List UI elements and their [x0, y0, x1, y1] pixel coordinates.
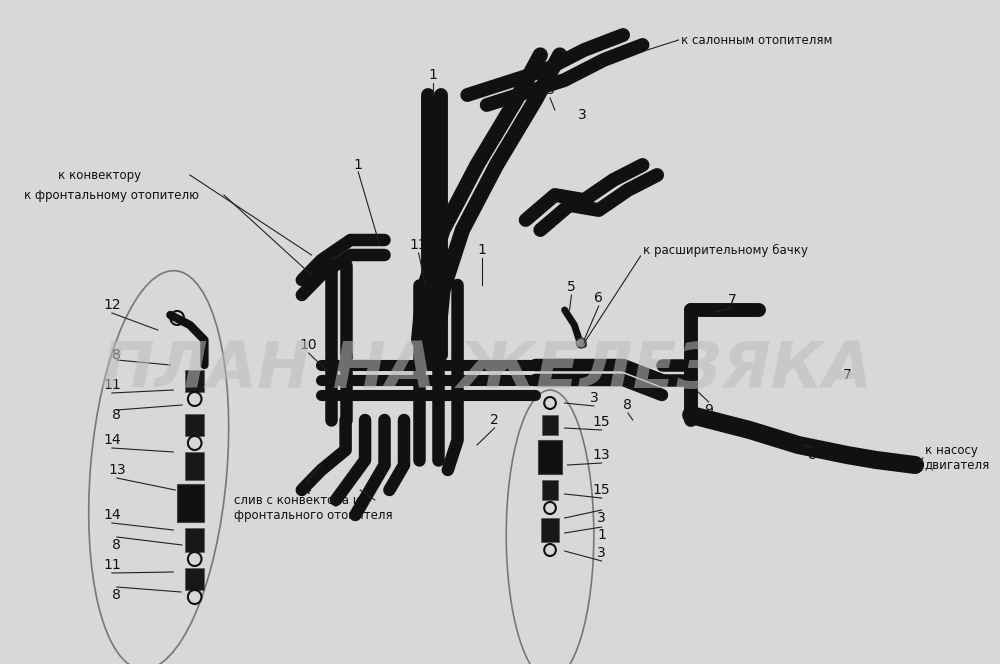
Text: 3: 3 [578, 108, 587, 122]
Text: 14: 14 [103, 433, 121, 447]
Text: 8: 8 [112, 408, 121, 422]
Bar [177, 484, 204, 522]
Text: 7: 7 [843, 368, 851, 382]
Text: 9: 9 [704, 403, 713, 417]
Text: 1: 1 [477, 243, 486, 257]
Bar [185, 452, 204, 480]
Text: 3: 3 [546, 83, 554, 97]
Text: 8: 8 [112, 348, 121, 362]
Bar [185, 568, 204, 590]
Text: слив с конвектора и: слив с конвектора и [234, 493, 360, 507]
Bar [185, 370, 204, 392]
Text: 8: 8 [112, 538, 121, 552]
Text: 6: 6 [594, 291, 603, 305]
Text: к салонным отопителям: к салонным отопителям [681, 33, 833, 46]
Text: к конвектору: к конвектору [58, 169, 142, 181]
Text: 11: 11 [410, 238, 427, 252]
Text: 7: 7 [728, 293, 736, 307]
Bar [541, 518, 559, 542]
Text: 8: 8 [808, 448, 817, 462]
Circle shape [576, 338, 586, 348]
Text: 1: 1 [597, 528, 606, 542]
Text: 8: 8 [623, 398, 632, 412]
Text: 8: 8 [112, 588, 121, 602]
Text: 3: 3 [589, 391, 598, 405]
Text: к фронтальному отопителю: к фронтальному отопителю [24, 189, 199, 201]
Text: 5: 5 [567, 280, 576, 294]
Text: 3: 3 [597, 546, 606, 560]
Text: ПЛАН НА ЖЕЛЕЗЯКА: ПЛАН НА ЖЕЛЕЗЯКА [101, 339, 872, 401]
Text: двигателя: двигателя [925, 459, 990, 471]
Bar [538, 440, 562, 474]
Text: 3: 3 [597, 511, 606, 525]
Text: 11: 11 [103, 378, 121, 392]
Text: 1: 1 [354, 158, 363, 172]
Text: 15: 15 [593, 483, 610, 497]
Bar [542, 480, 558, 500]
Text: фронтального отопителя: фронтального отопителя [234, 509, 392, 523]
Text: 11: 11 [103, 558, 121, 572]
Text: 14: 14 [103, 508, 121, 522]
Text: 15: 15 [593, 415, 610, 429]
Bar [542, 415, 558, 435]
Text: 1: 1 [429, 68, 438, 82]
Text: к насосу: к насосу [925, 444, 978, 457]
Text: к расширительному бачку: к расширительному бачку [643, 244, 808, 256]
Text: 13: 13 [108, 463, 126, 477]
Text: 10: 10 [300, 338, 317, 352]
Text: 13: 13 [593, 448, 610, 462]
Text: 4: 4 [302, 483, 311, 497]
Text: 12: 12 [103, 298, 121, 312]
Bar [185, 414, 204, 436]
Bar [185, 528, 204, 552]
Text: 2: 2 [490, 413, 499, 427]
